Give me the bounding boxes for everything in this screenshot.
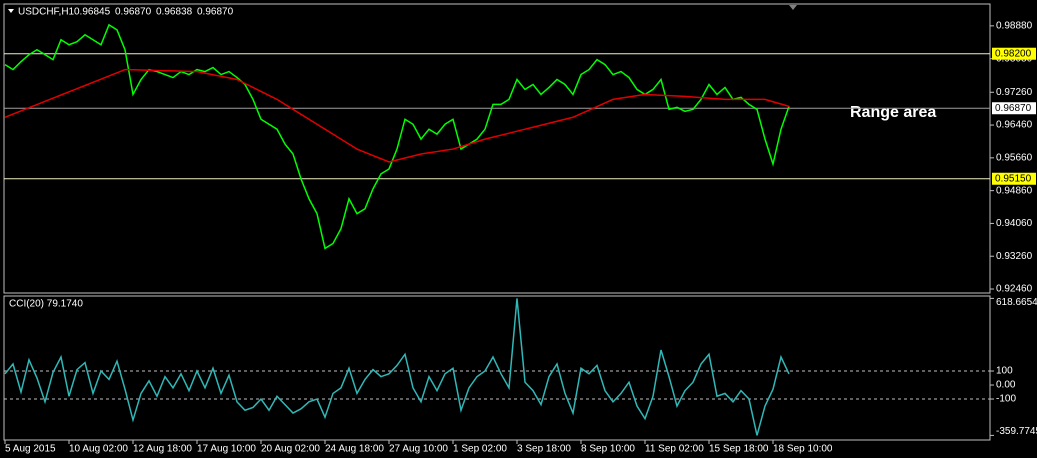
cci-title: CCI(20) 79.1740 bbox=[9, 299, 83, 310]
x-tick-label: 15 Sep 18:00 bbox=[709, 444, 769, 455]
x-tick-label: 18 Sep 10:00 bbox=[773, 444, 833, 455]
level-label: 0.95150 bbox=[995, 173, 1032, 184]
y-tick-label: 0.96460 bbox=[996, 120, 1033, 131]
data-line bbox=[4, 298, 790, 436]
y-tick-label: 0.93260 bbox=[996, 251, 1033, 262]
level-label-box bbox=[992, 47, 1036, 60]
level-label: 0.98200 bbox=[995, 48, 1032, 59]
symbol-title: USDCHF,H1 bbox=[18, 7, 75, 18]
shift-marker bbox=[789, 5, 797, 10]
y-tick-label: 0.92460 bbox=[996, 284, 1033, 295]
ohlc-value: 0.96870 bbox=[115, 7, 152, 18]
y-tick-label: 618.6654 bbox=[996, 297, 1037, 308]
y-tick-label: 0.95660 bbox=[996, 152, 1033, 163]
ohlc-value: 0.96838 bbox=[156, 7, 193, 18]
x-tick-label: 27 Aug 10:00 bbox=[389, 444, 448, 455]
menu-arrow[interactable] bbox=[8, 9, 14, 13]
x-tick-label: 12 Aug 18:00 bbox=[133, 444, 192, 455]
y-tick-label: -359.7745 bbox=[996, 426, 1037, 437]
x-tick-label: 24 Aug 18:00 bbox=[325, 444, 384, 455]
y-tick-label: 0.94060 bbox=[996, 218, 1033, 229]
x-tick-label: 8 Sep 10:00 bbox=[581, 444, 635, 455]
x-tick-label: 1 Sep 02:00 bbox=[453, 444, 507, 455]
level-label: 0.96870 bbox=[995, 103, 1032, 114]
y-tick-label: 0.94860 bbox=[996, 185, 1033, 196]
x-tick-label: 11 Sep 02:00 bbox=[645, 444, 704, 455]
y-tick-label: -100 bbox=[996, 394, 1016, 405]
data-line bbox=[4, 23, 790, 250]
price-panel bbox=[3, 3, 991, 294]
x-tick-label: 10 Aug 02:00 bbox=[69, 444, 128, 455]
level-label-box bbox=[992, 172, 1036, 185]
y-tick-label: 0.98880 bbox=[996, 20, 1033, 31]
x-tick-label: 5 Aug 2015 bbox=[5, 444, 56, 455]
ohlc-value: 0.96845 bbox=[74, 7, 111, 18]
level-label-box bbox=[992, 102, 1036, 115]
cci-panel bbox=[3, 295, 991, 441]
ohlc-value: 0.96870 bbox=[197, 7, 234, 18]
x-tick-label: 20 Aug 02:00 bbox=[261, 444, 320, 455]
y-tick-label: 0.00 bbox=[996, 380, 1016, 391]
y-tick-label: 0.97260 bbox=[996, 87, 1033, 98]
y-tick-label: 100 bbox=[996, 366, 1013, 377]
data-line bbox=[4, 68, 790, 163]
annotation: Range area bbox=[850, 104, 936, 121]
x-tick-label: 17 Aug 10:00 bbox=[197, 444, 256, 455]
x-tick-label: 3 Sep 18:00 bbox=[517, 444, 571, 455]
